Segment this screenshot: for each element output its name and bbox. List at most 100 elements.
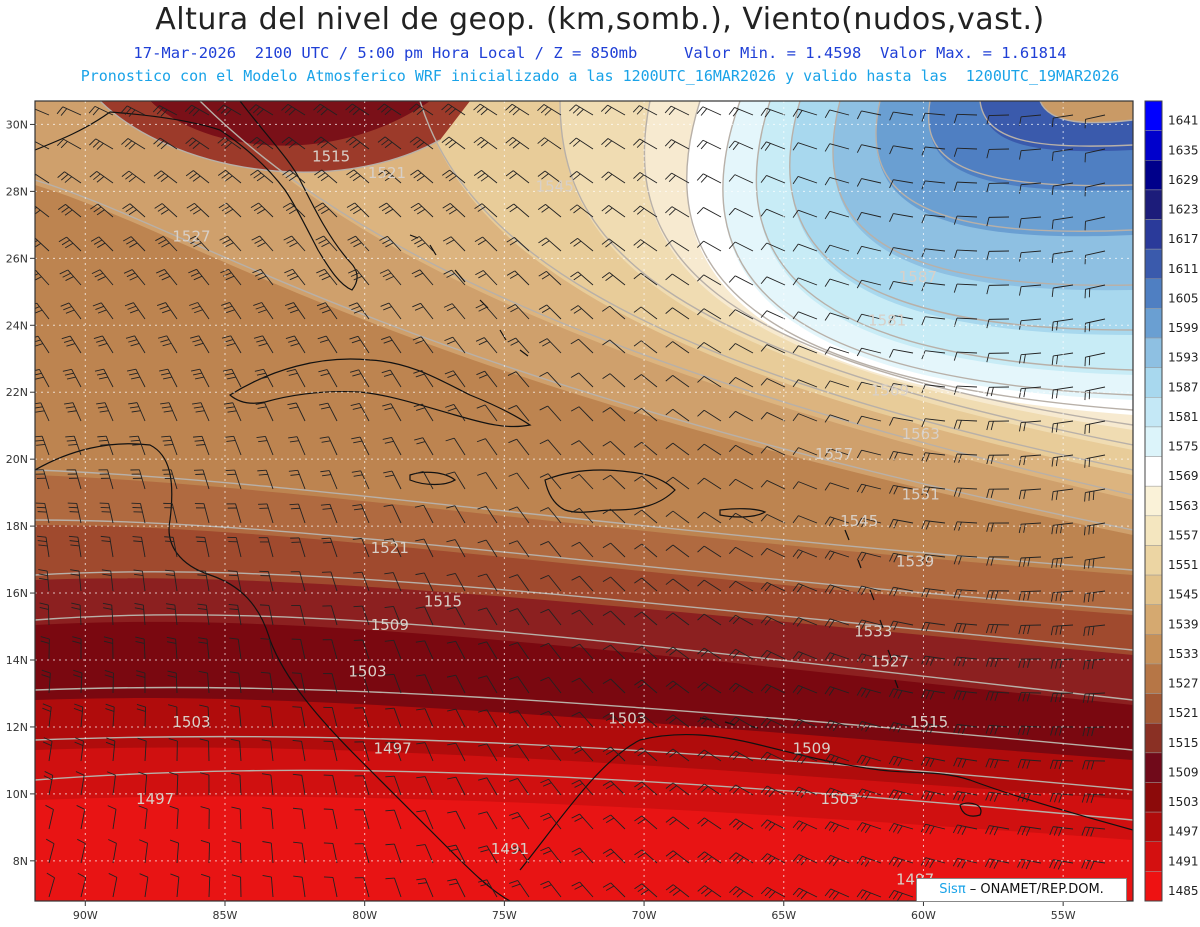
wind-barb: [1019, 352, 1042, 364]
wind-barb: [123, 236, 146, 252]
wind-barb: [106, 771, 116, 796]
wind-barb: [856, 381, 882, 391]
wind-barb: [314, 169, 338, 184]
wind-barb: [570, 305, 594, 320]
wind-barb: [163, 502, 178, 524]
wind-barb: [1049, 859, 1074, 870]
colorbar-swatch: [1144, 752, 1163, 783]
wind-barb: [59, 269, 82, 286]
lat-label: 26N: [6, 252, 28, 265]
lat-label: 20N: [6, 453, 28, 466]
wind-barb: [760, 175, 786, 184]
wind-barb: [856, 551, 882, 562]
wind-barb: [478, 743, 498, 762]
wind-barb: [728, 241, 754, 252]
wind-barb: [792, 176, 818, 185]
wind-barb: [728, 682, 754, 694]
wind-barb: [540, 574, 562, 592]
wind-barb: [138, 771, 148, 796]
wind-barb: [443, 303, 466, 320]
wind-barb: [132, 536, 146, 558]
wind-barb: [506, 203, 530, 218]
wind-barb: [1018, 454, 1042, 466]
wind-barb: [71, 602, 82, 626]
wind-barb: [728, 207, 754, 218]
wind-barb: [292, 706, 306, 728]
wind-barb: [1051, 420, 1074, 433]
wind-barb: [1083, 556, 1106, 570]
wind-barb: [348, 269, 370, 286]
wind-barb: [446, 539, 466, 558]
wind-barb: [1084, 284, 1106, 299]
wind-barb: [953, 622, 978, 633]
wind-barb: [697, 477, 722, 490]
wind-barb: [824, 821, 850, 833]
wind-barb: [446, 505, 466, 524]
wind-barb: [509, 812, 530, 830]
wind-barb: [953, 385, 978, 395]
wind-barb: [385, 775, 402, 796]
wind-barb: [217, 137, 242, 150]
trinidad: [959, 802, 982, 817]
wind-barb: [446, 606, 466, 626]
wind-barb: [156, 269, 178, 286]
wind-barb: [444, 370, 466, 388]
colorbar-label: 1575: [1168, 440, 1199, 454]
wind-barb: [316, 302, 338, 320]
wind-barb: [166, 636, 178, 660]
wind-barb: [186, 202, 210, 218]
wind-barb: [317, 335, 338, 354]
contour-label: 1491: [491, 840, 529, 858]
wind-barb: [921, 282, 946, 292]
contour-label: 1527: [172, 228, 210, 246]
wind-barb: [1018, 692, 1042, 702]
wind-barb: [108, 839, 117, 864]
colorbar-swatch: [1144, 545, 1163, 576]
wind-barb: [249, 136, 274, 150]
wind-barb: [538, 237, 562, 252]
wind-barb: [665, 239, 690, 252]
wind-barb: [354, 775, 370, 796]
wind-barb: [760, 412, 786, 422]
wind-barb: [728, 444, 754, 456]
wind-barb: [889, 213, 914, 222]
wind-barb: [250, 169, 274, 184]
wind-barb: [696, 240, 722, 252]
wind-barb: [921, 723, 946, 734]
wind-barb: [792, 379, 818, 388]
wind-barb: [697, 647, 722, 660]
wind-barb: [123, 269, 146, 286]
wind-barb: [760, 615, 786, 626]
wind-barb: [43, 771, 54, 796]
wind-barb: [161, 435, 178, 456]
colorbar-label: 1605: [1168, 291, 1199, 305]
wind-barb: [66, 469, 82, 490]
wind-barb: [165, 603, 178, 626]
wind-barb: [135, 636, 146, 660]
wind-barb: [540, 541, 562, 558]
wind-barb: [570, 338, 594, 354]
wind-barb: [231, 874, 242, 898]
wind-barb: [697, 274, 722, 286]
wind-barb: [792, 515, 818, 524]
wind-barb: [96, 402, 114, 422]
wind-barb: [986, 352, 1010, 363]
wind-barb: [728, 174, 754, 184]
wind-barb: [282, 169, 306, 184]
wind-barb: [290, 571, 306, 592]
wind-barbs: [35, 103, 1106, 901]
wind-barb: [476, 438, 498, 456]
wind-barb: [58, 236, 82, 252]
wind-barb: [953, 419, 978, 429]
wind-barb: [792, 108, 818, 119]
wind-barb: [856, 721, 882, 732]
wind-barb: [322, 605, 338, 626]
wind-barb: [760, 717, 786, 728]
wind-barb: [72, 636, 82, 660]
wind-barb: [385, 741, 402, 762]
wind-barb: [507, 337, 530, 354]
wind-barb: [986, 148, 1010, 159]
lat-label: 18N: [6, 520, 28, 533]
wind-barb: [888, 654, 914, 665]
wind-barb: [1017, 825, 1042, 836]
